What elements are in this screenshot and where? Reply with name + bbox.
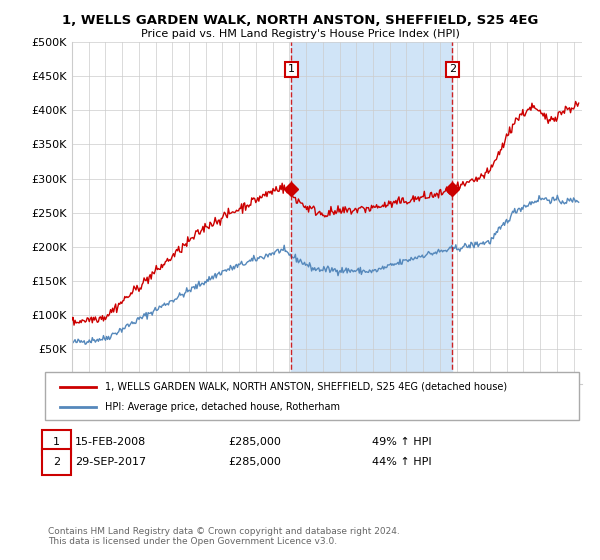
Text: Contains HM Land Registry data © Crown copyright and database right 2024.
This d: Contains HM Land Registry data © Crown c… — [48, 526, 400, 546]
Text: 2: 2 — [449, 64, 456, 74]
Text: 2: 2 — [53, 457, 60, 467]
Text: 29-SEP-2017: 29-SEP-2017 — [75, 457, 146, 467]
Text: 44% ↑ HPI: 44% ↑ HPI — [372, 457, 431, 467]
Text: 1: 1 — [53, 437, 60, 447]
Text: £285,000: £285,000 — [228, 437, 281, 447]
Bar — [292, 42, 452, 384]
Text: 15-FEB-2008: 15-FEB-2008 — [75, 437, 146, 447]
Text: 1: 1 — [288, 64, 295, 74]
Text: HPI: Average price, detached house, Rotherham: HPI: Average price, detached house, Roth… — [105, 402, 340, 412]
Text: Price paid vs. HM Land Registry's House Price Index (HPI): Price paid vs. HM Land Registry's House … — [140, 29, 460, 39]
Text: 1, WELLS GARDEN WALK, NORTH ANSTON, SHEFFIELD, S25 4EG: 1, WELLS GARDEN WALK, NORTH ANSTON, SHEF… — [62, 14, 538, 27]
Text: £285,000: £285,000 — [228, 457, 281, 467]
Text: 1, WELLS GARDEN WALK, NORTH ANSTON, SHEFFIELD, S25 4EG (detached house): 1, WELLS GARDEN WALK, NORTH ANSTON, SHEF… — [105, 382, 507, 392]
Text: 49% ↑ HPI: 49% ↑ HPI — [372, 437, 431, 447]
